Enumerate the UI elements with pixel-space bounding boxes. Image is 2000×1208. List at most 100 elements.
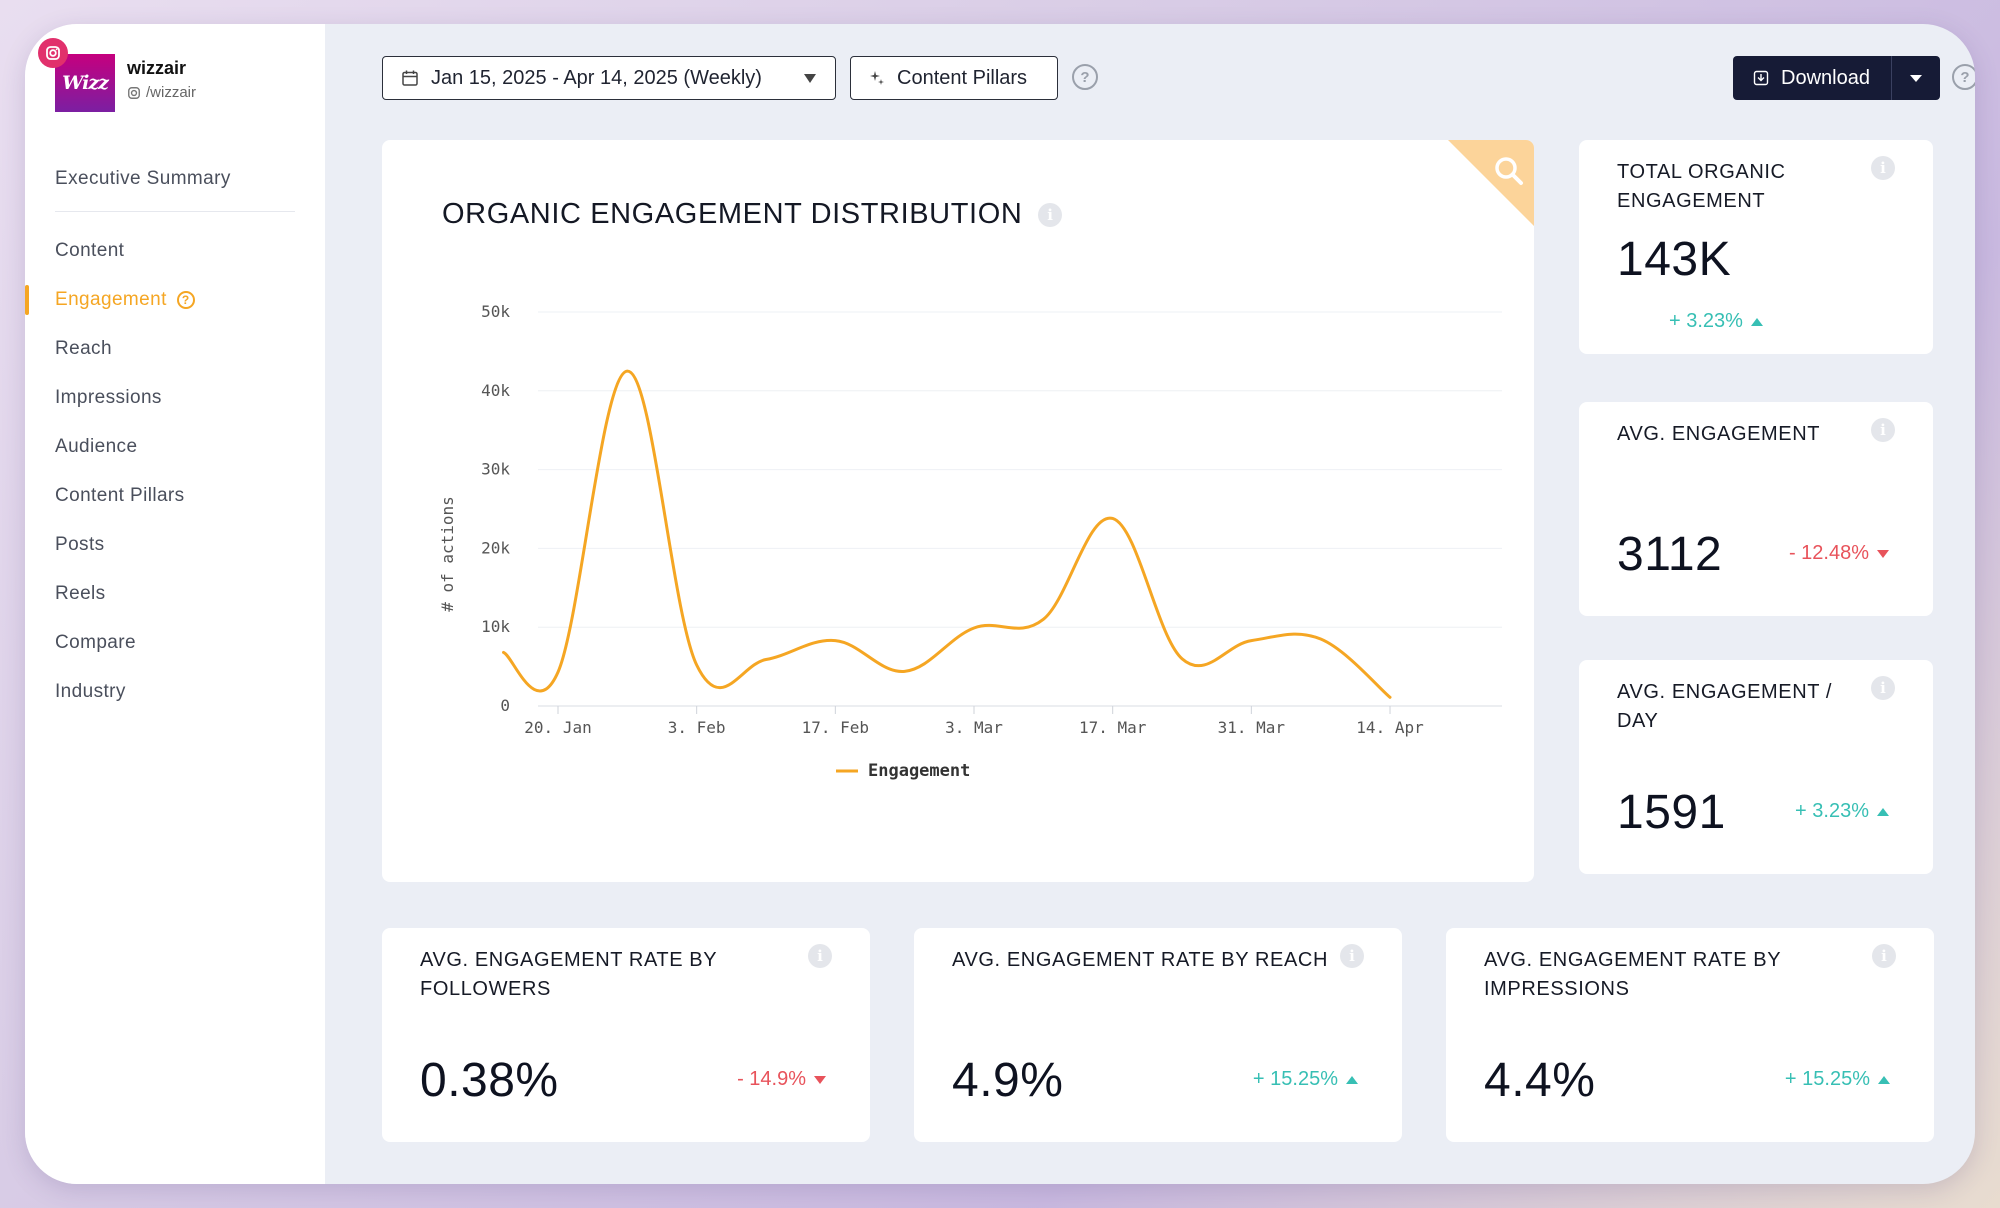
series-line-engagement <box>502 369 1392 699</box>
stat-change: + 15.25% <box>1785 1068 1890 1091</box>
x-tick-label: 17. Mar <box>1079 718 1147 737</box>
caret-down-icon <box>1909 74 1922 82</box>
instagram-icon <box>128 86 140 99</box>
data-point <box>1248 638 1254 644</box>
sidebar-item-label: Executive Summary <box>55 167 231 189</box>
stat-value: 143K <box>1617 233 1732 286</box>
data-point <box>971 625 977 631</box>
data-point <box>1387 694 1393 700</box>
stat-card-avg-engagement: AVG. ENGAGEMENT i 3112 - 12.48% <box>1579 402 1933 616</box>
stat-change: - 14.9% <box>737 1068 826 1091</box>
chart-title: ORGANIC ENGAGEMENT DISTRIBUTION i <box>442 198 1063 231</box>
date-range-picker[interactable]: Jan 15, 2025 - Apr 14, 2025 (Weekly) <box>382 56 836 100</box>
trend-up-icon <box>1877 807 1889 816</box>
info-icon[interactable]: i <box>1038 202 1063 227</box>
stat-change-value: + 3.23% <box>1669 310 1743 332</box>
info-icon[interactable]: i <box>1871 156 1895 180</box>
legend-item-engagement: Engagement <box>868 761 970 781</box>
stat-value: 4.9% <box>952 1054 1064 1107</box>
x-tick-label: 17. Feb <box>802 718 869 737</box>
search-icon[interactable] <box>1492 154 1526 188</box>
date-range-label: Jan 15, 2025 - Apr 14, 2025 (Weekly) <box>431 66 762 89</box>
sparkle-icon <box>870 71 884 85</box>
toolbar: Jan 15, 2025 - Apr 14, 2025 (Weekly) Con… <box>382 56 1975 100</box>
data-point <box>501 649 507 655</box>
sidebar-item-audience[interactable]: Audience <box>25 422 325 471</box>
download-main[interactable]: Download <box>1733 67 1891 90</box>
stat-change: + 15.25% <box>1253 1068 1358 1091</box>
sidebar-item-impressions[interactable]: Impressions <box>25 373 325 422</box>
info-icon[interactable]: i <box>808 944 832 968</box>
sidebar-item-label: Reach <box>55 337 112 359</box>
sidebar-item-label: Industry <box>55 680 126 702</box>
x-tick-label: 3. Feb <box>668 718 726 737</box>
account-header[interactable]: Wizz wizzair /wizzair <box>38 38 295 112</box>
calendar-icon <box>402 70 418 86</box>
sidebar-item-content[interactable]: Content <box>25 226 325 275</box>
stat-title: AVG. ENGAGEMENT <box>1617 423 1821 445</box>
sidebar-item-engagement[interactable]: Engagement? <box>25 275 325 324</box>
download-label: Download <box>1781 66 1870 89</box>
info-icon[interactable]: i <box>1340 944 1364 968</box>
stat-change-value: + 15.25% <box>1784 1068 1870 1090</box>
help-icon[interactable]: ? <box>1072 64 1098 90</box>
chevron-down-icon <box>804 74 816 83</box>
x-tick-label: 3. Mar <box>945 718 1003 737</box>
sidebar-item-label: Engagement <box>55 288 167 310</box>
sidebar-item-executive-summary[interactable]: Executive Summary <box>25 154 325 203</box>
sidebar-item-label: Audience <box>55 435 138 457</box>
data-point <box>902 668 908 674</box>
x-tick-label: 31. Mar <box>1218 718 1286 737</box>
download-icon <box>1753 70 1769 86</box>
data-point <box>624 368 630 374</box>
nav-divider <box>55 211 295 212</box>
stat-value: 1591 <box>1617 786 1726 839</box>
trend-down-icon <box>1877 549 1889 558</box>
stat-title: TOTAL ORGANIC ENGAGEMENT <box>1617 161 1786 212</box>
x-tick-label: 14. Apr <box>1356 718 1424 737</box>
stat-card-rate-followers: AVG. ENGAGEMENT RATE BY FOLLOWERS i 0.38… <box>382 928 870 1142</box>
chart-title-text: ORGANIC ENGAGEMENT DISTRIBUTION <box>442 198 1023 230</box>
sidebar-item-reach[interactable]: Reach <box>25 324 325 373</box>
stat-change: + 3.23% <box>1795 800 1889 823</box>
info-icon[interactable]: i <box>1871 418 1895 442</box>
stat-card-total-engagement: TOTAL ORGANIC ENGAGEMENT i 143K + 3.23% <box>1579 140 1933 354</box>
data-point <box>694 662 700 668</box>
main-content: Jan 15, 2025 - Apr 14, 2025 (Weekly) Con… <box>325 24 1975 1184</box>
sidebar-item-content-pillars[interactable]: Content Pillars <box>25 471 325 520</box>
info-icon[interactable]: i <box>1872 944 1896 968</box>
info-icon[interactable]: i <box>1871 676 1895 700</box>
data-point <box>1040 616 1046 622</box>
y-tick-label: 50k <box>481 302 510 321</box>
data-point <box>832 638 838 644</box>
account-name: wizzair <box>127 58 187 78</box>
content-pillars-button[interactable]: Content Pillars <box>850 56 1058 100</box>
y-tick-label: 10k <box>481 617 510 636</box>
sidebar-item-industry[interactable]: Industry <box>25 667 325 716</box>
data-point <box>763 657 769 663</box>
sidebar-item-posts[interactable]: Posts <box>25 520 325 569</box>
sidebar-item-compare[interactable]: Compare <box>25 618 325 667</box>
help-icon[interactable]: ? <box>176 290 195 309</box>
sidebar-nav: Executive Summary Content Engagement? Re… <box>25 154 325 716</box>
stat-change-value: + 3.23% <box>1795 800 1869 822</box>
sidebar-item-label: Reels <box>55 582 106 604</box>
download-dropdown-toggle[interactable] <box>1891 56 1939 100</box>
stat-card-rate-impressions: AVG. ENGAGEMENT RATE BY IMPRESSIONS i 4.… <box>1446 928 1934 1142</box>
trend-up-icon <box>1750 317 1763 326</box>
download-button[interactable]: Download <box>1733 56 1940 100</box>
brand-logo: Wizz <box>55 54 115 112</box>
stat-value: 4.4% <box>1484 1054 1596 1107</box>
sidebar-item-label: Content <box>55 239 125 261</box>
stat-title: AVG. ENGAGEMENT RATE BY IMPRESSIONS <box>1484 949 1781 1000</box>
stat-change: - 12.48% <box>1789 542 1889 565</box>
y-tick-label: 40k <box>481 381 510 400</box>
stat-card-avg-engagement-per-day: AVG. ENGAGEMENT / DAY i 1591 + 3.23% <box>1579 660 1933 874</box>
stat-title: AVG. ENGAGEMENT / DAY <box>1617 681 1833 732</box>
trend-up-icon <box>1878 1075 1890 1084</box>
stat-change-value: - 14.9% <box>737 1068 806 1090</box>
sidebar-item-label: Posts <box>55 533 105 555</box>
stat-change-value: - 12.48% <box>1788 542 1869 564</box>
help-icon[interactable]: ? <box>1952 64 1975 90</box>
sidebar-item-reels[interactable]: Reels <box>25 569 325 618</box>
